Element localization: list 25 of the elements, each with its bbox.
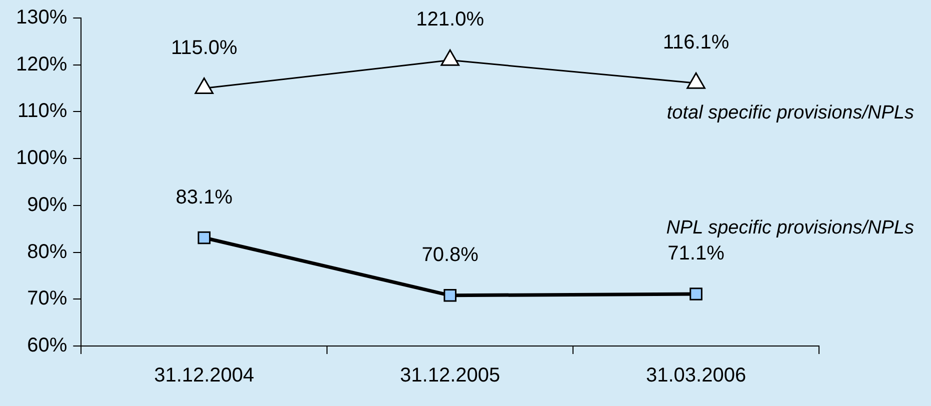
point <box>690 288 702 300</box>
text: NPL specific provisions/NPLs <box>666 217 914 238</box>
point <box>686 72 706 89</box>
y-tick-label: 90% <box>27 194 68 216</box>
data-label: 115.0% <box>170 36 238 59</box>
x-tick-label: 31.12.2004 <box>154 364 254 387</box>
point <box>198 231 211 244</box>
point <box>444 288 456 302</box>
y-tick-label: 80% <box>27 240 68 263</box>
y-tick-label: 130% <box>16 6 68 29</box>
point <box>194 78 214 94</box>
data-label: 83.1% <box>176 186 233 208</box>
data-label: 71.1% <box>668 242 725 265</box>
x-tick-label: 31.03.2006 <box>646 364 746 387</box>
series-label: total specific provisions/NPLs <box>666 102 914 124</box>
y-tick-label: 100% <box>16 147 68 170</box>
data-label: 70.8% <box>422 244 479 266</box>
point <box>440 49 460 66</box>
data-label: 121.0% <box>416 8 484 31</box>
y-tick-label: 60% <box>27 334 68 357</box>
y-tick-label: 120% <box>16 53 68 76</box>
x-tick-label: 31.12.2005 <box>400 364 500 387</box>
y-tick-label: 110% <box>17 100 68 122</box>
data-label: 116.1% <box>662 32 730 54</box>
y-tick-label: 70% <box>27 288 68 310</box>
